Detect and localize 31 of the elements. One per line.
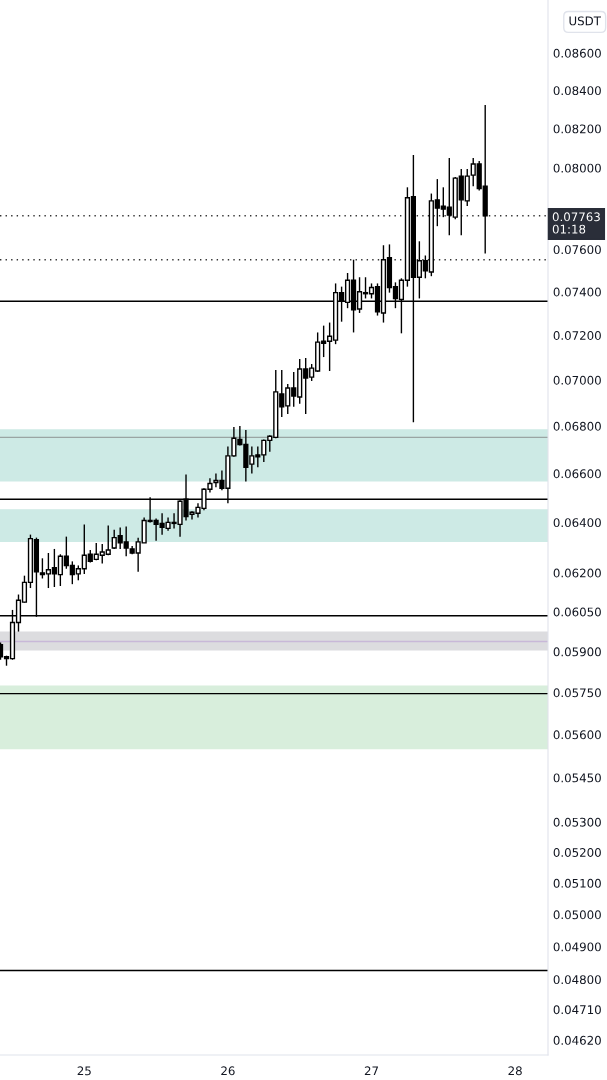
text: 0.07763 01:18	[552, 212, 600, 234]
y-tick-label: 0.07600	[553, 245, 601, 255]
y-tick-label: 0.06400	[553, 518, 601, 528]
text: USDT	[569, 16, 601, 26]
y-tick-label: 0.04620	[553, 1035, 601, 1045]
y-tick-label: 0.05000	[553, 910, 601, 920]
y-tick-label: 0.08400	[553, 86, 601, 96]
y-tick-label: 0.06200	[553, 568, 601, 578]
y-tick-label: 0.05750	[553, 688, 601, 698]
x-tick-label: 28	[508, 1066, 522, 1076]
y-tick-label: 0.06600	[553, 469, 601, 479]
y-tick-label: 0.08000	[553, 163, 601, 173]
y-tick-label: 0.05300	[553, 817, 601, 827]
y-tick-label: 0.07000	[553, 375, 601, 385]
y-tick-label: 0.05450	[553, 773, 601, 783]
x-tick-label: 27	[364, 1066, 379, 1076]
x-tick-label: 26	[221, 1066, 235, 1076]
y-tick-label: 0.05100	[553, 878, 601, 888]
y-tick-label: 0.05200	[553, 847, 601, 857]
y-tick-label: 0.06800	[553, 421, 601, 431]
y-tick-label: 0.04800	[553, 975, 601, 985]
y-tick-label: 0.05900	[553, 647, 601, 657]
y-tick-label: 0.08200	[553, 124, 601, 134]
y-tick-label: 0.04900	[553, 942, 601, 952]
y-tick-label: 0.06050	[553, 607, 601, 617]
y-tick-label: 0.05600	[553, 730, 601, 740]
x-tick-label: 25	[77, 1066, 91, 1076]
y-tick-label: 0.07400	[553, 287, 601, 297]
y-tick-label: 0.04710	[553, 1005, 601, 1015]
y-tick-label: 0.07200	[553, 331, 601, 340]
y-tick-label: 0.08600	[553, 48, 601, 58]
